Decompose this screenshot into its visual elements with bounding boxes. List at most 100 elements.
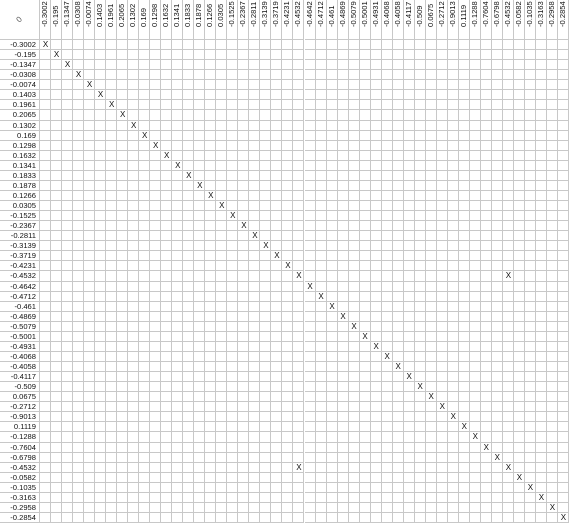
grid-cell[interactable] [305,110,316,120]
grid-cell[interactable] [481,201,492,211]
grid-cell[interactable] [327,503,338,513]
grid-cell[interactable] [426,261,437,271]
grid-cell[interactable] [448,50,459,60]
grid-cell[interactable] [503,241,514,251]
grid-cell[interactable] [448,221,459,231]
grid-cell[interactable] [183,402,194,412]
grid-cell[interactable] [73,60,84,70]
column-header[interactable]: 0.2065 [117,0,128,40]
grid-cell[interactable] [305,121,316,131]
grid-cell[interactable] [547,241,558,251]
grid-cell[interactable] [393,503,404,513]
grid-cell[interactable] [73,312,84,322]
grid-cell[interactable] [536,171,547,181]
grid-cell[interactable] [128,513,139,523]
grid-cell[interactable] [426,80,437,90]
grid-cell[interactable] [360,231,371,241]
grid-cell[interactable] [382,161,393,171]
grid-cell[interactable] [271,412,282,422]
grid-cell[interactable] [459,181,470,191]
grid-cell[interactable] [360,261,371,271]
grid-cell[interactable] [194,121,205,131]
grid-cell[interactable] [227,513,238,523]
grid-cell[interactable] [415,70,426,80]
grid-cell[interactable] [249,443,260,453]
grid-cell[interactable] [459,121,470,131]
grid-cell[interactable] [382,473,393,483]
grid-cell[interactable] [492,292,503,302]
grid-cell[interactable] [227,110,238,120]
grid-cell[interactable] [238,503,249,513]
grid-cell[interactable] [172,110,183,120]
grid-cell[interactable] [514,161,525,171]
grid-cell[interactable] [238,463,249,473]
grid-cell[interactable] [260,422,271,432]
grid-cell[interactable] [426,332,437,342]
grid-cell[interactable] [238,241,249,251]
grid-cell[interactable] [371,302,382,312]
grid-cell[interactable] [459,362,470,372]
grid-cell[interactable] [260,282,271,292]
grid-cell[interactable] [448,151,459,161]
grid-cell[interactable] [448,372,459,382]
grid-cell[interactable] [106,342,117,352]
column-header[interactable]: -0.7604 [481,0,492,40]
grid-cell[interactable] [183,282,194,292]
grid-cell[interactable] [558,362,569,372]
grid-cell[interactable] [139,382,150,392]
grid-cell[interactable] [139,412,150,422]
grid-cell[interactable] [481,181,492,191]
grid-cell[interactable] [62,493,73,503]
grid-cell[interactable] [459,372,470,382]
grid-cell[interactable] [73,221,84,231]
grid-cell[interactable] [558,463,569,473]
grid-cell[interactable] [238,422,249,432]
grid-cell[interactable] [503,493,514,503]
grid-cell[interactable] [150,90,161,100]
grid-cell[interactable] [150,211,161,221]
grid-cell[interactable] [536,473,547,483]
grid-cell[interactable] [492,171,503,181]
grid-cell[interactable] [194,292,205,302]
grid-cell[interactable] [316,171,327,181]
grid-cell[interactable] [426,493,437,503]
grid-cell[interactable] [459,443,470,453]
grid-cell[interactable] [536,382,547,392]
grid-cell[interactable] [271,382,282,392]
grid-cell[interactable] [205,100,216,110]
grid-cell[interactable] [51,513,62,523]
grid-cell[interactable] [183,241,194,251]
grid-cell[interactable] [40,322,51,332]
grid-cell[interactable] [282,151,293,161]
grid-cell[interactable] [349,302,360,312]
grid-cell[interactable] [128,191,139,201]
grid-cell[interactable] [305,443,316,453]
grid-cell[interactable] [40,352,51,362]
grid-cell[interactable] [393,271,404,281]
grid-cell[interactable] [338,382,349,392]
grid-cell[interactable] [84,171,95,181]
grid-cell[interactable] [514,70,525,80]
grid-cell[interactable] [525,121,536,131]
grid-cell[interactable] [338,362,349,372]
grid-cell[interactable] [481,503,492,513]
grid-cell[interactable] [492,80,503,90]
grid-cell[interactable] [448,282,459,292]
grid-cell[interactable] [249,221,260,231]
grid-cell[interactable] [271,161,282,171]
grid-cell[interactable] [437,302,448,312]
grid-cell[interactable] [459,402,470,412]
grid-cell[interactable] [172,312,183,322]
grid-cell[interactable] [327,332,338,342]
grid-cell[interactable] [238,372,249,382]
grid-cell[interactable] [327,292,338,302]
grid-cell[interactable] [227,271,238,281]
grid-cell[interactable] [382,80,393,90]
grid-cell[interactable] [260,483,271,493]
grid-cell[interactable] [216,271,227,281]
grid-cell[interactable] [183,110,194,120]
grid-cell[interactable] [536,342,547,352]
grid-cell[interactable] [205,292,216,302]
grid-cell[interactable] [514,121,525,131]
grid-cell[interactable] [393,50,404,60]
